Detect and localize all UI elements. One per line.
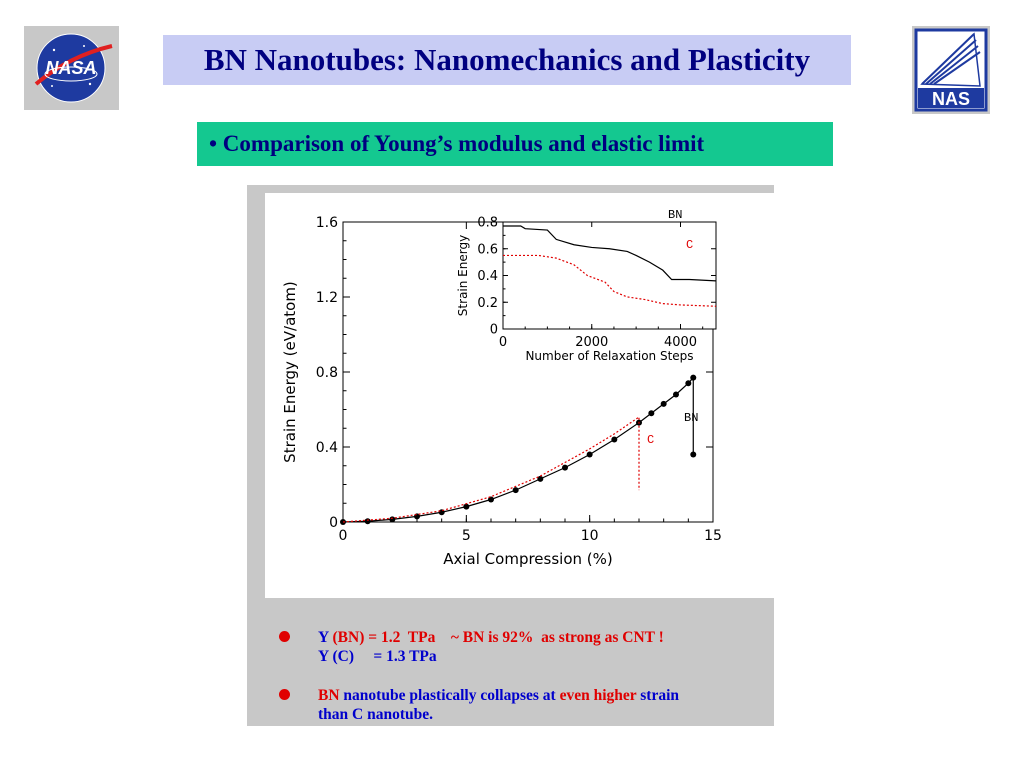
main-series-BN-point [389,516,396,523]
main-y-tick-label: 0 [329,515,338,531]
main-x-tick-label: 0 [339,528,348,544]
main-y-tick-label: 1.2 [316,290,338,306]
main-series-C-line [342,415,640,523]
main-series-BN-point [488,496,494,503]
nasa-logo-text: NASA [45,58,96,78]
main-series-BN-point [512,487,519,494]
inset-series-BN-line [503,225,717,282]
inset-y-axis-label: Strain Energy [456,235,470,316]
main-series-BN-point [463,503,470,510]
note-line-2: Y (C) = 1.3 TPa [318,648,437,665]
inset-x-tick-label: 0 [499,335,507,350]
note-line-4: than C nanotube. [318,706,433,723]
note-bn: BN [318,687,340,704]
bullet-1 [279,631,290,642]
main-series-BN-point [364,518,371,525]
note-line-3: BN nanotube plastically collapses at eve… [318,687,679,705]
main-series-BN-point [685,380,692,387]
main-series-BN-point [660,400,667,407]
main-series-BN-point [690,451,697,458]
main-label-bn: BN [684,411,698,425]
main-series-BN-point [537,475,544,482]
main-series-BN-point [562,464,568,471]
main-series-BN-point [648,410,655,417]
inset-y-tick-label: 0.4 [477,269,498,284]
main-series-BN-point [690,374,697,381]
inset-x-tick-label: 4000 [664,335,697,350]
main-series-BN-line [342,376,694,523]
inset-label-bn: BN [668,208,682,222]
note-bn-label: (BN) [332,629,365,646]
inset-plot-frame [502,221,717,330]
main-label-c: C [647,433,654,447]
note-mid: nanotube plastically collapses at [339,687,560,704]
main-series-BN-point [611,436,618,443]
inset-x-axis-label: Number of Relaxation Steps [525,349,693,363]
note-y: Y [318,629,329,646]
main-series-BN-point [586,451,593,458]
nas-logo-text: NAS [932,89,970,109]
bullet-2 [279,689,290,700]
inset-y-tick-label: 0.2 [477,296,498,311]
inset-x-tick-label: 2000 [575,335,608,350]
note-line-1: Y (BN) = 1.2 TPa ~ BN is 92% as strong a… [318,629,664,647]
page-subtitle: • Comparison of Young’s modulus and elas… [197,122,833,166]
main-x-tick-label: 10 [581,528,599,544]
inset-chart: 0 2000 4000 0 0.2 0.4 0.6 0.8 Number of Relaxati… [456,208,717,363]
main-x-axis-label: Axial Compression (%) [443,550,613,568]
main-y-tick-label: 0.4 [316,440,338,456]
main-chart: 0 5 10 15 0 0.4 0.8 1.2 1.6 Axial Compression (%)… [281,215,722,568]
inset-y-tick-label: 0 [490,323,498,338]
note-even-higher: even higher [559,687,637,704]
main-y-tick-label: 0.8 [316,365,338,381]
main-x-tick-label: 15 [704,528,722,544]
inset-label-c: C [686,238,693,252]
inset-y-tick-label: 0.8 [477,216,498,231]
note-bn-value: = 1.2 TPa ~ BN is 92% as strong as CNT ! [368,629,664,646]
inset-y-tick-label: 0.6 [477,242,498,257]
main-x-tick-label: 5 [462,528,471,544]
page-title: BN Nanotubes: Nanomechanics and Plastici… [163,35,851,85]
nas-logo: NAS [912,26,990,114]
main-y-tick-label: 1.6 [316,215,338,231]
main-y-axis-label: Strain Energy (eV/atom) [281,281,299,463]
main-series-BN-point [673,391,679,398]
note-strain: strain [636,687,679,704]
nasa-logo: NASA [24,26,119,110]
